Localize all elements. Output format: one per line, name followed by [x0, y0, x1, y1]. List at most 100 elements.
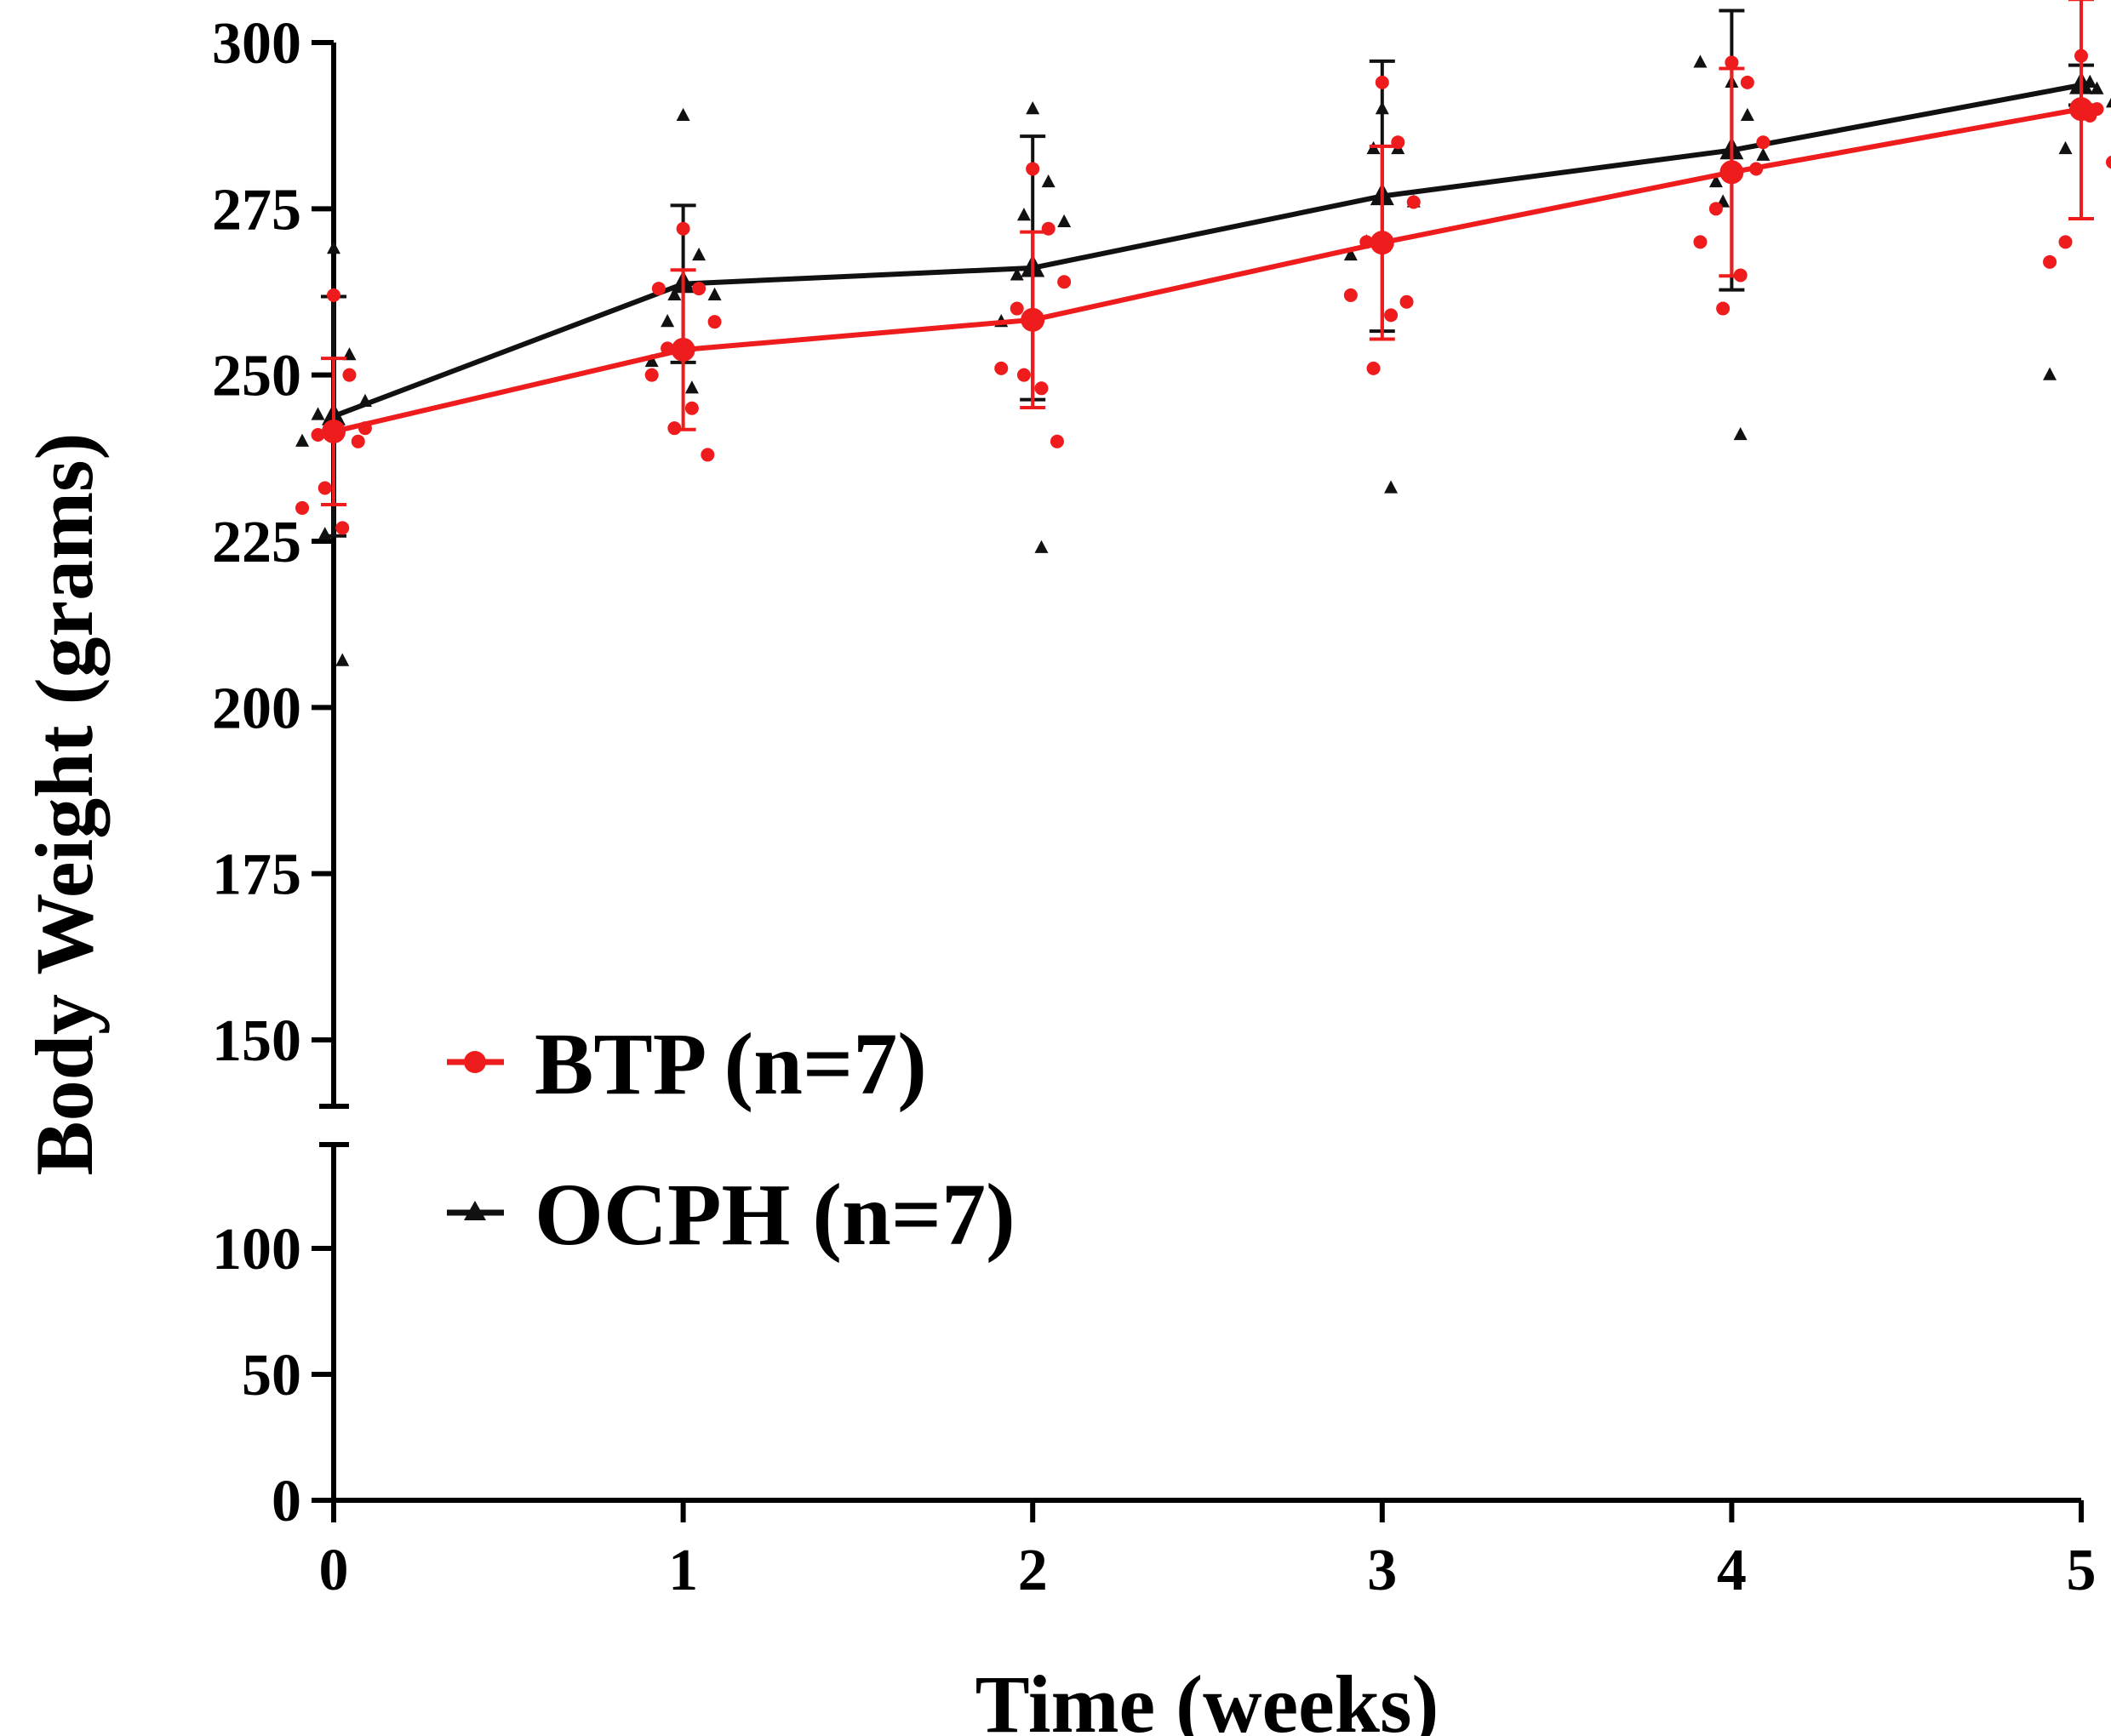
- point-ocph-w1-5: [684, 380, 699, 394]
- x-tick-label-5: 5: [2067, 1538, 2097, 1603]
- legend-swatch-marker-btp: [464, 1051, 486, 1073]
- x-tick-label-1: 1: [668, 1538, 698, 1603]
- legend-item-ocph: OCPH (n=7): [447, 1166, 1015, 1264]
- point-ocph-w2-5: [1034, 540, 1049, 553]
- point-btp-w0-5: [335, 521, 350, 535]
- legend-item-btp: BTP (n=7): [447, 1015, 927, 1113]
- point-ocph-w2-6: [1016, 208, 1031, 221]
- y-tick-label-275: 275: [212, 177, 301, 243]
- point-btp-w0-1: [342, 368, 357, 382]
- mean-point-btp-w2: [1021, 307, 1045, 332]
- mean-point-btp-w0: [322, 420, 346, 444]
- point-btp-w4-4: [1693, 235, 1708, 249]
- point-btp-w0-4: [295, 500, 310, 515]
- point-btp-w1-8: [651, 282, 666, 296]
- point-btp-w2-7: [1050, 434, 1064, 448]
- point-ocph-w1-1: [692, 247, 707, 261]
- point-btp-w4-1: [1740, 75, 1754, 89]
- point-btp-w5-2: [2105, 155, 2111, 169]
- mean-line-btp: [333, 106, 2082, 435]
- y-tick-label-50: 50: [242, 1343, 301, 1408]
- point-btp-w1-0: [676, 221, 690, 236]
- y-tick-label-200: 200: [212, 676, 301, 741]
- legend-swatch-marker-ocph: [464, 1201, 486, 1220]
- series-ocph: [295, 9, 2111, 666]
- axes-layer: [319, 43, 2081, 1503]
- mean-point-btp-w4: [1719, 160, 1744, 185]
- point-btp-w4-2: [1756, 135, 1771, 150]
- point-btp-w2-3: [1010, 301, 1024, 316]
- point-btp-w0-0: [327, 288, 340, 302]
- point-btp-w2-2: [1057, 275, 1072, 289]
- y-tick-label-225: 225: [212, 510, 301, 575]
- point-ocph-w4-1: [1740, 107, 1754, 122]
- point-ocph-w2-3: [1010, 267, 1024, 281]
- x-tick-label-3: 3: [1367, 1538, 1397, 1603]
- point-btp-w2-6: [1016, 368, 1031, 382]
- point-ocph-w3-4: [1343, 247, 1358, 261]
- series-layer: [295, 0, 2111, 666]
- point-btp-w0-3: [311, 427, 325, 442]
- x-tick-label-0: 0: [319, 1538, 349, 1603]
- y-tick-label-0: 0: [272, 1469, 301, 1534]
- point-btp-w0-6: [318, 481, 332, 495]
- y-tick-label-300: 300: [212, 11, 301, 77]
- point-ocph-w5-3: [2058, 140, 2073, 155]
- point-ocph-w1-2: [707, 287, 722, 300]
- y-tick-label-150: 150: [212, 1008, 301, 1074]
- point-ocph-w4-3: [1708, 174, 1723, 188]
- y-tick-label-175: 175: [212, 842, 301, 908]
- point-ocph-w4-2: [1756, 147, 1771, 161]
- point-btp-w2-5: [1034, 381, 1049, 396]
- point-ocph-w2-0: [1026, 101, 1040, 115]
- point-ocph-w4-5: [1733, 426, 1748, 441]
- mean-line-ocph: [332, 83, 2082, 419]
- point-ocph-w2-2: [1057, 214, 1072, 228]
- point-btp-w2-0: [1026, 162, 1040, 176]
- point-btp-w1-5: [684, 401, 699, 415]
- point-btp-w1-1: [692, 282, 707, 296]
- point-btp-w3-2: [1406, 195, 1421, 209]
- point-ocph-w5-1: [2090, 81, 2104, 94]
- point-btp-w2-4: [994, 361, 1009, 375]
- x-axis-title: Time (weeks): [975, 1659, 1439, 1736]
- point-ocph-w2-1: [1041, 174, 1056, 188]
- point-btp-w1-7: [701, 448, 715, 462]
- point-btp-w1-2: [707, 315, 722, 329]
- point-btp-w1-4: [644, 368, 659, 382]
- point-btp-w4-3: [1708, 202, 1723, 216]
- point-ocph-w0-6: [318, 527, 332, 540]
- point-btp-w3-7: [1399, 294, 1414, 309]
- x-tick-label-2: 2: [1018, 1538, 1048, 1603]
- legend-label-btp: BTP (n=7): [535, 1015, 927, 1113]
- point-ocph-w5-4: [2043, 367, 2057, 380]
- point-ocph-w5-2: [2105, 97, 2111, 108]
- point-ocph-w4-4: [1693, 54, 1708, 68]
- point-ocph-w1-3: [661, 314, 675, 328]
- point-btp-w3-5: [1384, 308, 1399, 323]
- point-ocph-w1-0: [676, 107, 690, 122]
- legend-label-ocph: OCPH (n=7): [535, 1166, 1015, 1264]
- y-tick-label-250: 250: [212, 344, 301, 409]
- point-btp-w3-0: [1375, 75, 1389, 89]
- point-btp-w4-0: [1725, 55, 1739, 70]
- point-btp-w3-6: [1366, 361, 1381, 375]
- point-ocph-w1-4: [644, 353, 659, 368]
- point-btp-w5-3: [2058, 235, 2073, 249]
- legend: BTP (n=7) OCPH (n=7): [447, 1015, 1015, 1264]
- point-ocph-w3-5: [1384, 480, 1399, 494]
- point-btp-w4-6: [1716, 301, 1731, 316]
- x-tick-label-4: 4: [1717, 1538, 1747, 1603]
- point-ocph-w0-5: [335, 653, 350, 666]
- point-ocph-w0-0: [327, 241, 340, 254]
- point-ocph-w0-4: [295, 433, 310, 447]
- ticks-layer: 150 175 200 225 250 275 300 0 50 100 0 1 2 3 4 5: [212, 11, 2097, 1603]
- y-axis-title: Body Weight (grams): [19, 433, 110, 1176]
- point-btp-w3-4: [1343, 288, 1358, 302]
- mean-point-btp-w3: [1370, 231, 1394, 255]
- point-btp-w0-7: [351, 434, 365, 448]
- mean-point-btp-w1: [671, 337, 695, 362]
- mean-point-btp-w5: [2069, 97, 2093, 122]
